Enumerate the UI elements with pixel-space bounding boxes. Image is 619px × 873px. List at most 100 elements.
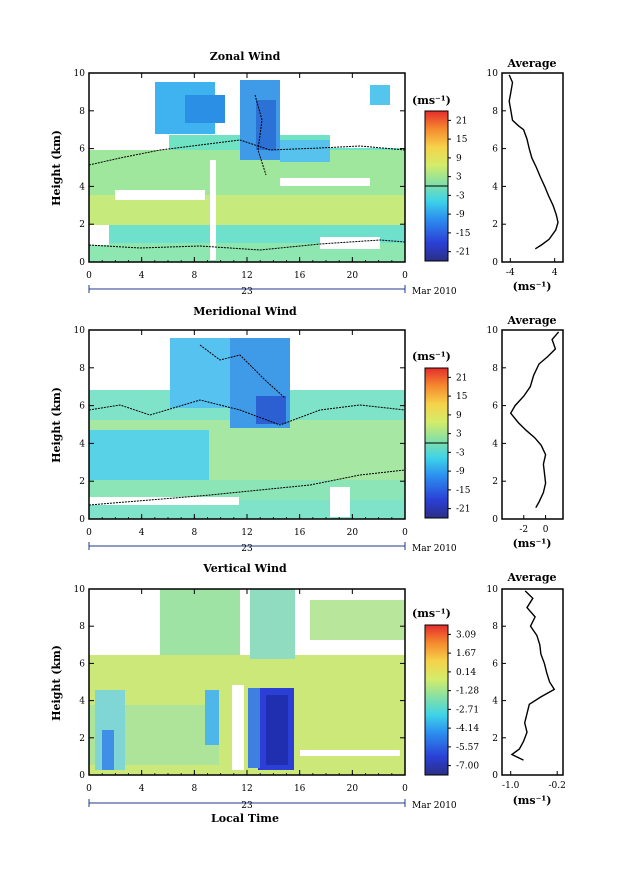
meridional-avg-xlabel: (ms⁻¹) bbox=[513, 537, 552, 550]
meridional-avg-ytick-label: 4 bbox=[492, 439, 498, 449]
zonal-avg-title: Average bbox=[506, 57, 556, 70]
zonal-avg-ytick-label: 2 bbox=[492, 220, 498, 230]
zonal-ytick-label: 8 bbox=[79, 107, 85, 117]
vertical-avg-ytick-label: 2 bbox=[492, 734, 498, 744]
vertical-avg-ytick-label: 4 bbox=[492, 697, 498, 707]
meridional-xtick-label: 0 bbox=[402, 528, 408, 538]
vertical-avg-title: Average bbox=[506, 571, 556, 584]
vertical-avg-x-ticks: -1.0 -0.2 bbox=[502, 771, 566, 791]
vertical-avg-ytick-label: 10 bbox=[487, 585, 499, 595]
zonal-x-ticks: 0 4 8 12 16 20 0 bbox=[86, 73, 408, 281]
meridional-ytick-label: 10 bbox=[74, 326, 86, 336]
meridional-avg-profile-line bbox=[509, 331, 560, 509]
meridional-cb-tick-label: 3 bbox=[456, 430, 462, 440]
vertical-cb-tick-label: -4.14 bbox=[456, 724, 479, 734]
zonal-cb-tick-label: 3 bbox=[456, 173, 462, 183]
vertical-xtick-label: 0 bbox=[402, 784, 408, 794]
zonal-avg-xtick-label: -4 bbox=[506, 268, 515, 278]
vertical-colorbar bbox=[424, 624, 449, 776]
meridional-avg-x-ticks: -2 0 bbox=[519, 515, 549, 535]
meridional-avg-frame bbox=[501, 329, 564, 520]
meridional-xtick-label: 8 bbox=[191, 528, 197, 538]
meridional-cb-tick-label: 9 bbox=[456, 411, 462, 421]
zonal-avg-ytick-label: 10 bbox=[487, 69, 499, 79]
vertical-cb-tick-label: -1.28 bbox=[456, 687, 479, 697]
vertical-cb-tick-label: 3.09 bbox=[456, 630, 476, 640]
zonal-date-month: Mar 2010 bbox=[412, 287, 457, 297]
zonal-date-day: 23 bbox=[241, 287, 253, 297]
vertical-ylabel: Height (km) bbox=[50, 645, 63, 721]
vertical-avg-ytick-label: 8 bbox=[492, 622, 498, 632]
meridional-panel: Meridional Wind Height (km) 0 2 4 6 8 10 0 4 8 1… bbox=[50, 305, 564, 554]
vertical-avg-xtick-label: -0.2 bbox=[549, 781, 566, 791]
meridional-xtick-label: 0 bbox=[86, 528, 92, 538]
zonal-avg-x-ticks: -4 4 bbox=[506, 258, 558, 278]
vertical-date-month: Mar 2010 bbox=[412, 801, 457, 811]
zonal-avg-xlabel: (ms⁻¹) bbox=[513, 280, 552, 293]
meridional-ylabel: Height (km) bbox=[50, 387, 63, 463]
meridional-x-ticks: 0 4 8 12 16 20 0 bbox=[86, 330, 408, 538]
meridional-cb-tick-label: -3 bbox=[456, 448, 465, 458]
meridional-xtick-label: 4 bbox=[139, 528, 145, 538]
zonal-avg-y-ticks: 0 2 4 6 8 10 bbox=[487, 69, 506, 268]
vertical-avg-profile-line bbox=[510, 590, 556, 761]
vertical-cb-tick-label: -2.71 bbox=[456, 705, 479, 715]
meridional-avg-ytick-label: 6 bbox=[492, 402, 498, 412]
vertical-ytick-label: 8 bbox=[79, 622, 85, 632]
vertical-xtick-label: 4 bbox=[139, 784, 145, 794]
meridional-ytick-label: 0 bbox=[79, 515, 85, 525]
meridional-cb-unit: (ms⁻¹) bbox=[412, 350, 451, 363]
meridional-cb-tick-label: -9 bbox=[456, 467, 465, 477]
zonal-ytick-label: 0 bbox=[79, 258, 85, 268]
meridional-avg-ytick-label: 2 bbox=[492, 477, 498, 487]
zonal-avg-ytick-label: 0 bbox=[492, 258, 498, 268]
zonal-avg-xtick-label: 4 bbox=[552, 268, 558, 278]
zonal-ytick-label: 6 bbox=[79, 145, 85, 155]
vertical-cb-tick-label: 0.14 bbox=[456, 668, 476, 678]
meridional-cb-tick-label: 21 bbox=[456, 373, 467, 383]
meridional-avg-ytick-label: 0 bbox=[492, 515, 498, 525]
vertical-xtick-label: 16 bbox=[294, 784, 306, 794]
zonal-cb-tick-label: 9 bbox=[456, 154, 462, 164]
meridional-date-month: Mar 2010 bbox=[412, 544, 457, 554]
zonal-avg-ytick-label: 6 bbox=[492, 145, 498, 155]
meridional-avg-xtick-label: 0 bbox=[543, 525, 549, 535]
zonal-avg-frame bbox=[501, 72, 564, 263]
zonal-cb-tick-label: -21 bbox=[456, 248, 471, 258]
meridional-xtick-label: 20 bbox=[347, 528, 359, 538]
meridional-colorbar-ticks: 21 15 9 3 -3 -9 -15 -21 bbox=[448, 373, 471, 515]
meridional-avg-ytick-label: 10 bbox=[487, 326, 499, 336]
zonal-xtick-label: 4 bbox=[139, 271, 145, 281]
meridional-avg-xtick-label: -2 bbox=[519, 525, 528, 535]
vertical-colorbar-ticks: 3.09 1.67 0.14 -1.28 -2.71 -4.14 -5.57 -7.00 bbox=[448, 630, 479, 772]
vertical-panel: Vertical Wind Height (km) 0 2 4 6 8 10 0 4 8 12 1… bbox=[50, 562, 566, 825]
vertical-ytick-label: 6 bbox=[79, 659, 85, 669]
zonal-ylabel: Height (km) bbox=[50, 130, 63, 206]
meridional-cb-tick-label: 15 bbox=[456, 392, 468, 402]
meridional-xtick-label: 16 bbox=[294, 528, 306, 538]
meridional-date-day: 23 bbox=[241, 544, 253, 554]
vertical-date-day: 23 bbox=[241, 801, 253, 811]
vertical-cb-tick-label: -7.00 bbox=[456, 762, 479, 772]
vertical-x-ticks: 0 4 8 12 16 20 0 bbox=[86, 589, 408, 794]
vertical-cb-tick-label: 1.67 bbox=[456, 649, 476, 659]
vertical-avg-xlabel: (ms⁻¹) bbox=[513, 794, 552, 807]
vertical-xtick-label: 20 bbox=[347, 784, 359, 794]
vertical-ytick-label: 10 bbox=[74, 585, 86, 595]
zonal-avg-ytick-label: 4 bbox=[492, 182, 498, 192]
meridional-xtick-label: 12 bbox=[241, 528, 252, 538]
vertical-avg-ytick-label: 0 bbox=[492, 771, 498, 781]
vertical-avg-y-ticks: 0 2 4 6 8 10 bbox=[487, 585, 506, 781]
vertical-ytick-label: 2 bbox=[79, 734, 85, 744]
meridional-ytick-label: 8 bbox=[79, 364, 85, 374]
vertical-avg-frame bbox=[501, 588, 564, 776]
meridional-avg-y-ticks: 0 2 4 6 8 10 bbox=[487, 326, 506, 525]
meridional-ytick-label: 2 bbox=[79, 477, 85, 487]
zonal-cb-tick-label: -15 bbox=[456, 229, 471, 239]
meridional-y-ticks: 0 2 4 6 8 10 bbox=[74, 326, 405, 525]
meridional-heatmap-field bbox=[88, 330, 406, 519]
zonal-ytick-label: 10 bbox=[74, 69, 86, 79]
zonal-heatmap-field bbox=[88, 73, 406, 262]
zonal-ytick-label: 2 bbox=[79, 220, 85, 230]
